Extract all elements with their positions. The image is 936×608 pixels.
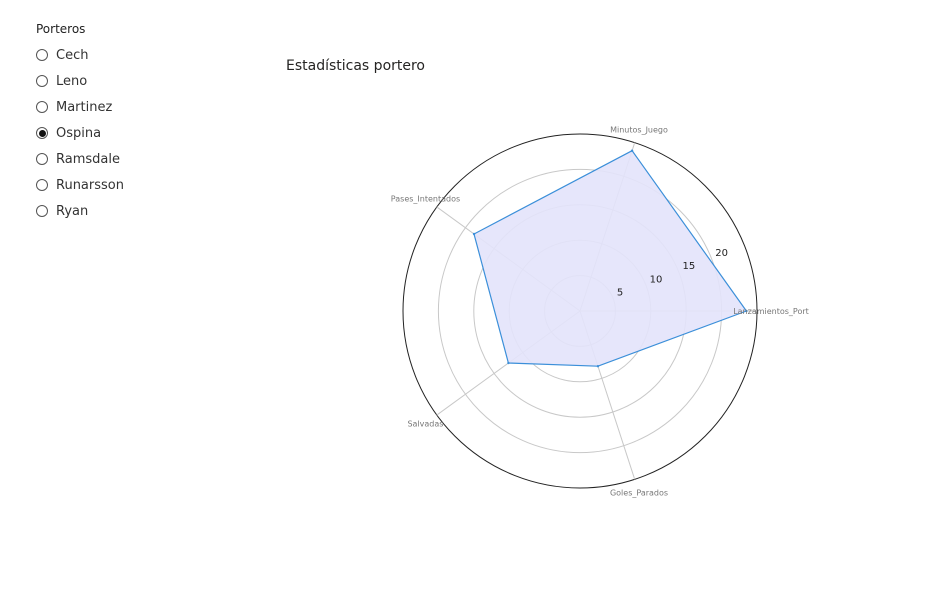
option-martinez[interactable]: Martinez — [36, 94, 124, 120]
data-point — [745, 309, 748, 313]
option-ospina[interactable]: Ospina — [36, 120, 124, 146]
slicer-options: Cech Leno Martinez Ospina Ramsdale Runar… — [36, 42, 124, 224]
data-area — [473, 149, 748, 367]
data-point — [507, 361, 510, 365]
radio-icon[interactable] — [36, 153, 48, 165]
axis-label: Goles_Parados — [610, 489, 668, 498]
tick-label: 10 — [650, 274, 663, 285]
axis-label: Pases_Intentados — [391, 195, 460, 204]
option-label: Ramsdale — [56, 151, 120, 167]
chart-title: Estadísticas portero — [286, 58, 426, 74]
option-label: Runarsson — [56, 177, 124, 193]
axis-label: Salvadas — [407, 419, 443, 428]
tick-label: 5 — [617, 288, 623, 299]
option-leno[interactable]: Leno — [36, 68, 124, 94]
option-label: Martinez — [56, 99, 113, 115]
option-runarsson[interactable]: Runarsson — [36, 172, 124, 198]
axis-label: Minutos_Juego — [610, 125, 668, 134]
radio-selected-icon[interactable] — [36, 127, 48, 139]
tick-label: 15 — [682, 261, 695, 272]
radio-icon[interactable] — [36, 101, 48, 113]
option-ryan[interactable]: Ryan — [36, 198, 124, 224]
axis-label: Lanzamientos_Port — [733, 307, 809, 316]
radio-icon[interactable] — [36, 205, 48, 217]
radio-icon[interactable] — [36, 75, 48, 87]
slicer-title: Porteros — [36, 22, 86, 36]
data-point — [630, 149, 634, 152]
radio-icon[interactable] — [36, 49, 48, 61]
option-ramsdale[interactable]: Ramsdale — [36, 146, 124, 172]
option-label: Ryan — [56, 203, 89, 219]
option-label: Ospina — [56, 125, 102, 141]
radio-icon[interactable] — [36, 179, 48, 191]
option-label: Leno — [56, 73, 88, 89]
data-point — [596, 365, 600, 368]
data-point — [472, 232, 476, 236]
option-label: Cech — [56, 47, 89, 63]
option-cech[interactable]: Cech — [36, 42, 124, 68]
goalkeeper-slicer: Porteros Cech Leno Martinez Ospina Ramsd… — [36, 22, 124, 224]
tick-label: 20 — [715, 248, 728, 259]
